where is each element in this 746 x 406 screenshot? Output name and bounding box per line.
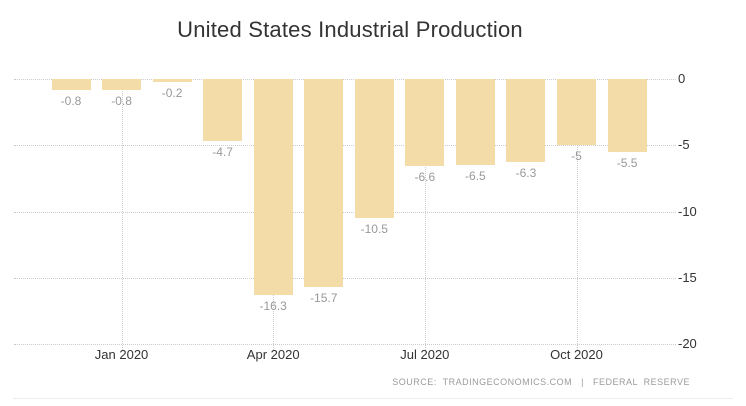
bar-month-9[interactable] — [506, 79, 546, 163]
gridline-y--5 — [14, 145, 676, 147]
bar-month-1[interactable] — [102, 79, 142, 90]
bar-value-label: -5.5 — [616, 155, 638, 170]
x-tick-label: Apr 2020 — [246, 347, 300, 362]
x-tick-label: Jul 2020 — [400, 347, 450, 362]
bar-value-label: -15.7 — [310, 291, 338, 306]
bar-value-label: -0.2 — [161, 85, 183, 100]
bar-value-label: -0.8 — [111, 93, 132, 108]
bar-month-5[interactable] — [304, 79, 344, 288]
y-tick-label: 0 — [678, 71, 686, 86]
bar-value-label: -6.5 — [465, 169, 486, 184]
bar-month-6[interactable] — [354, 79, 394, 219]
plot-area: -0.8 -0.8 -0.2 -4.7 -16.3 -15.7 -10.5 -6.6 -6.5 -… — [14, 79, 676, 350]
bar-value-label: -5 — [571, 149, 582, 164]
gridline-y--15 — [14, 277, 676, 279]
bar-value-label: -6.3 — [515, 166, 537, 181]
source-attribution: SOURCE: TRADINGECONOMICS.COM | FEDERAL R… — [392, 377, 690, 387]
bottom-divider — [13, 398, 733, 399]
bar-month-7[interactable] — [405, 79, 445, 167]
x-tick-label: Oct 2020 — [550, 347, 603, 362]
bar-month-3[interactable] — [203, 79, 243, 142]
bar-month-8[interactable] — [455, 79, 495, 166]
bar-value-label: -16.3 — [259, 298, 287, 313]
gridline-x-2 — [424, 79, 426, 350]
bar-value-label: -0.8 — [60, 93, 82, 108]
bar-value-label: -4.7 — [212, 145, 233, 160]
bar-month-2[interactable] — [152, 79, 192, 82]
bar-month-10[interactable] — [557, 79, 596, 146]
gridline-x-3 — [576, 79, 578, 350]
bar-month-11[interactable] — [607, 79, 647, 152]
gridline-x-0 — [121, 79, 123, 350]
y-tick-label: -15 — [678, 269, 697, 285]
y-tick-label: -10 — [678, 203, 697, 219]
bar-value-label: -6.6 — [414, 170, 436, 185]
bar-value-label: -10.5 — [360, 222, 388, 237]
y-tick-label: -20 — [678, 336, 697, 351]
bar-month-4[interactable] — [253, 79, 293, 295]
gridline-y--20 — [14, 344, 676, 345]
chart-title: United States Industrial Production — [177, 17, 523, 42]
x-tick-label: Jan 2020 — [94, 347, 149, 362]
gridline-y-0 — [14, 79, 676, 80]
y-tick-label: -5 — [678, 137, 690, 153]
bar-month-0[interactable] — [51, 79, 91, 90]
gridline-y--10 — [14, 211, 676, 213]
